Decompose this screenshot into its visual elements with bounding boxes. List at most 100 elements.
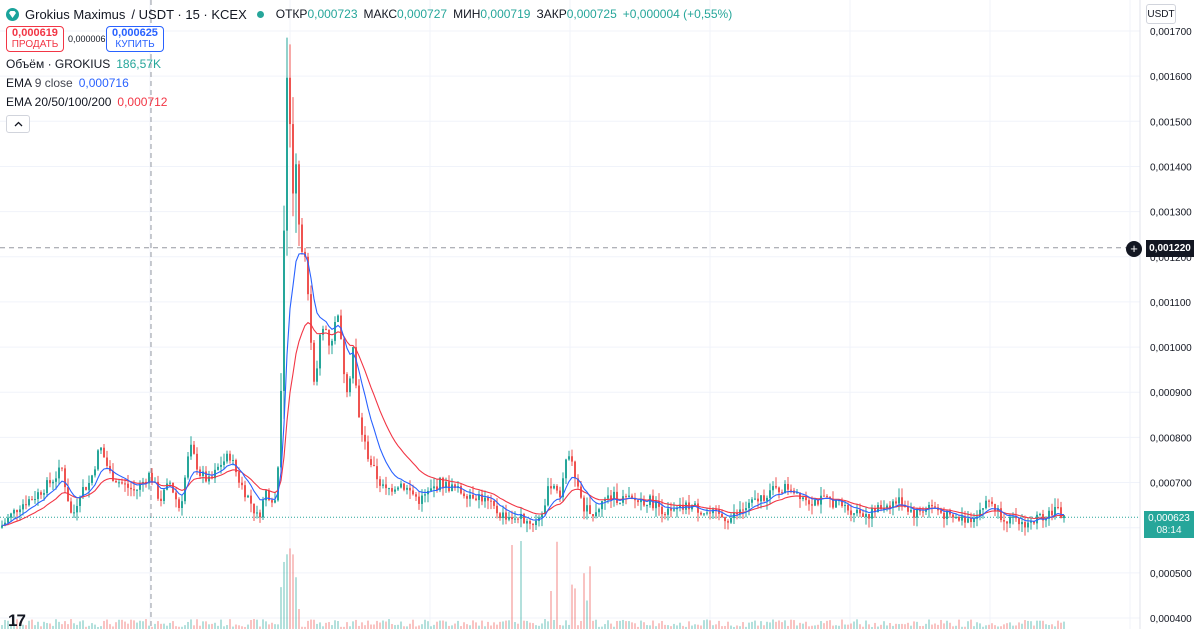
y-tick-label: 0,001300 (1150, 208, 1192, 219)
candle-body (1015, 516, 1017, 519)
candle-body (973, 518, 975, 523)
candle-body (274, 500, 276, 503)
volume-bar (475, 622, 477, 629)
candle-body (10, 513, 12, 518)
candle-body (46, 480, 48, 494)
candle-body (913, 509, 915, 518)
candle-body (847, 505, 849, 511)
candle-body (376, 466, 378, 480)
candle-body (1021, 522, 1023, 525)
volume-bar (1057, 620, 1059, 629)
candle-body (469, 494, 471, 499)
volume-bar (973, 626, 975, 629)
volume-bar (34, 625, 36, 629)
candle-body (49, 480, 51, 484)
currency-selector[interactable]: USDT (1146, 4, 1176, 24)
candle-body (220, 464, 222, 467)
volume-bar (874, 622, 876, 629)
volume-bar (472, 620, 474, 629)
candle-body (238, 472, 240, 483)
tradingview-logo-icon[interactable]: 17 (8, 611, 26, 630)
volume-bar (577, 625, 579, 629)
y-tick-label: 0,001500 (1150, 117, 1192, 128)
last-price-value: 0,000623 (1148, 512, 1190, 524)
volume-bar (712, 625, 714, 629)
y-tick-label: 0,000700 (1150, 479, 1192, 490)
candle-body (1033, 520, 1035, 524)
indicator-ema-multi[interactable]: EMA 20/50/100/200 0,000712 (6, 92, 732, 111)
candle-body (442, 477, 444, 489)
candle-body (178, 499, 180, 508)
volume-bar (994, 625, 996, 629)
candle-body (412, 490, 414, 495)
volume-bar (229, 619, 231, 629)
volume-bar (601, 626, 603, 629)
open-value: 0,000723 (307, 7, 358, 21)
candle-body (268, 490, 270, 501)
candle-body (250, 495, 252, 504)
candle-body (112, 471, 114, 481)
candle-body (544, 505, 546, 514)
volume-bar (376, 620, 378, 629)
y-tick-label: 0,001100 (1150, 298, 1191, 309)
indicator-volume[interactable]: Объём · GROKIUS 186,57K (6, 54, 732, 73)
volume-bar (919, 626, 921, 629)
candle-body (526, 521, 528, 524)
candle-body (364, 434, 366, 442)
candle-body (67, 487, 69, 502)
volume-bar (946, 620, 948, 629)
volume-bar (745, 626, 747, 629)
candle-body (19, 509, 21, 513)
indicator-ema9[interactable]: EMA 9 close 0,000716 (6, 73, 732, 92)
y-tick-label: 0,000800 (1150, 433, 1192, 444)
candle-body (517, 518, 519, 520)
candle-body (472, 494, 474, 499)
sell-button[interactable]: 0,000619 ПРОДАТЬ (6, 26, 64, 52)
volume-bar (262, 619, 264, 629)
buy-button[interactable]: 0,000625 КУПИТЬ (106, 26, 164, 52)
volume-bar (517, 623, 519, 629)
candle-body (229, 453, 231, 461)
candle-body (163, 489, 165, 501)
candle-body (490, 500, 492, 502)
volume-bar (70, 619, 72, 629)
candle-body (196, 453, 198, 470)
symbol-name[interactable]: Grokius Maximus (25, 6, 126, 22)
candle-body (403, 483, 405, 490)
volume-bar (1000, 626, 1002, 629)
market-status-icon[interactable] (256, 10, 264, 18)
volume-bar (73, 623, 75, 629)
candle-body (514, 518, 516, 520)
candle-body (529, 521, 531, 524)
volume-bar (148, 625, 150, 629)
candle-body (493, 500, 495, 506)
volume-bar (106, 619, 108, 629)
volume-bar (277, 624, 279, 629)
volume-bar (568, 624, 570, 629)
candle-body (157, 481, 159, 499)
volume-bar (163, 623, 165, 629)
volume-bar (769, 622, 771, 629)
volume-bar (256, 619, 258, 629)
candle-body (910, 509, 912, 512)
candle-body (247, 495, 249, 498)
symbol-pair[interactable]: / USDT · 15 · KCEX (131, 6, 247, 22)
candle-body (478, 494, 480, 501)
candle-body (685, 502, 687, 510)
volume-bar (130, 619, 132, 629)
candle-body (601, 501, 603, 510)
volume-bar (583, 573, 585, 629)
volume-bar (844, 624, 846, 629)
volume-bar (766, 621, 768, 629)
volume-bar (868, 624, 870, 629)
candle-body (550, 486, 552, 489)
candle-body (916, 509, 918, 518)
volume-bar (427, 621, 429, 629)
collapse-legend-button[interactable] (6, 115, 30, 133)
add-alert-plus-icon[interactable]: + (1126, 241, 1142, 257)
volume-bar (208, 624, 210, 629)
candle-body (742, 509, 744, 511)
volume-bar (313, 619, 315, 629)
volume-bar (829, 620, 831, 629)
